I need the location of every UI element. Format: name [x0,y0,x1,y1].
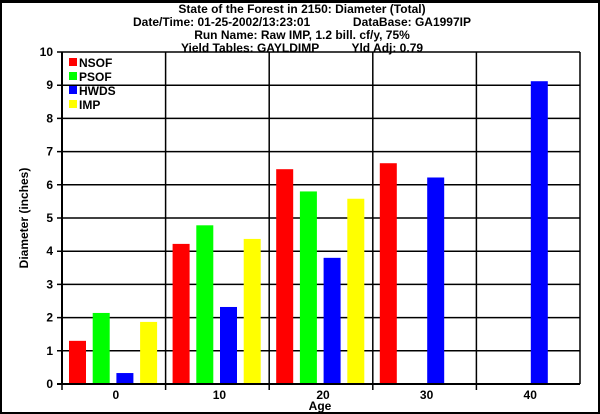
legend-label-psof: PSOF [79,70,112,84]
y-tick-label: 3 [46,277,53,291]
x-tick-label: 0 [112,388,119,402]
bar-imp [243,238,261,384]
legend-label-hwds: HWDS [79,84,116,98]
y-tick-label: 1 [46,344,53,358]
legend-label-imp: IMP [79,98,100,112]
legend-swatch-nsof [69,58,77,66]
bar-nsof [172,243,190,384]
bar-nsof [276,169,294,384]
bar-hwds [427,177,445,384]
bar-hwds [323,257,341,384]
y-tick-label: 7 [46,145,53,159]
bar-hwds [116,373,134,384]
y-tick-label: 9 [46,78,53,92]
y-tick-label: 0 [46,377,53,391]
bar-psof [196,225,214,384]
y-tick-label: 8 [46,111,53,125]
legend-swatch-hwds [69,86,77,94]
bar-hwds [530,81,548,384]
datetime: Date/Time: 01-25-2002/13:23:01 [133,15,311,29]
run-name: Run Name: Raw IMP, 1.2 bill. cf/y, 75% [194,28,410,42]
bar-nsof [379,163,397,384]
bar-psof [92,312,110,384]
x-tick-label: 30 [420,388,434,402]
x-tick-label: 20 [316,388,330,402]
y-tick-label: 2 [46,311,53,325]
chart-title: State of the Forest in 2150: Diameter (T… [178,2,426,16]
x-tick-label: 10 [213,388,227,402]
x-tick-label: 40 [524,388,538,402]
legend-label-nsof: NSOF [79,56,112,70]
legend-swatch-psof [69,72,77,80]
bar-psof [299,191,317,384]
bar-nsof [69,340,86,384]
y-tick-label: 4 [46,244,53,258]
y-tick-label: 5 [46,211,53,225]
bar-imp [347,198,365,384]
y-tick-label: 10 [40,45,54,59]
database: DataBase: GA1997IP [352,15,471,29]
bar-imp [140,321,158,384]
datetime-line: Date/Time: 01-25-2002/13:23:01 DataBase:… [2,15,598,29]
x-axis-label: Age [309,399,332,413]
legend-swatch-imp [69,100,77,108]
bar-chart: 0 1 2 3 4 5 6 7 8 9 10 0 10 20 30 40 Age Diameter (inches… [17,45,581,413]
y-axis-label: Diameter (inches) [17,168,31,269]
bar-hwds [220,306,237,384]
y-tick-label: 6 [46,178,53,192]
